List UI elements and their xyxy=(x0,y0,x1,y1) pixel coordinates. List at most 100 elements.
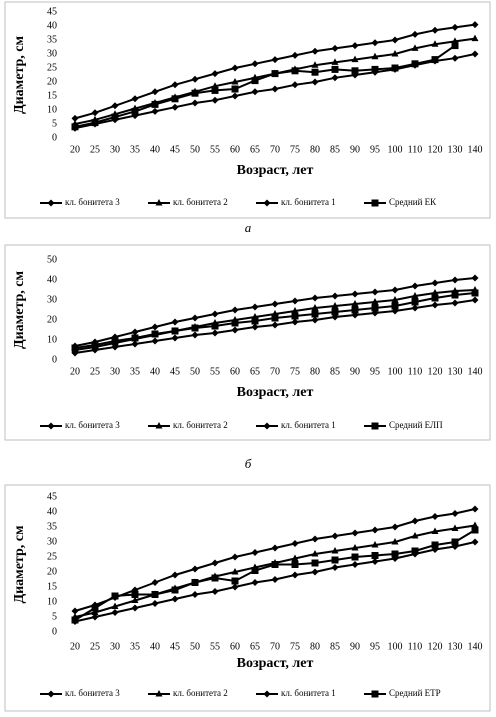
data-point xyxy=(431,40,439,47)
data-point xyxy=(71,344,79,352)
y-tick-label: 30 xyxy=(47,536,57,547)
data-point xyxy=(451,291,459,299)
data-point xyxy=(451,276,459,284)
legend-marker xyxy=(371,690,379,698)
data-point xyxy=(391,286,399,294)
legend-label: Средний ЕЛП xyxy=(389,420,443,430)
y-tick-label: 5 xyxy=(52,118,57,129)
data-point xyxy=(151,100,159,108)
data-point xyxy=(131,107,139,115)
data-point xyxy=(451,538,459,546)
x-tick-label: 25 xyxy=(90,144,100,155)
data-point xyxy=(331,58,339,65)
data-point xyxy=(171,318,179,326)
x-tick-label: 75 xyxy=(290,641,300,652)
data-point xyxy=(431,541,439,549)
data-point xyxy=(231,326,239,334)
legend-label: кл. бонитета 2 xyxy=(173,688,228,698)
x-tick-label: 45 xyxy=(170,366,180,377)
x-tick-label: 70 xyxy=(270,641,280,652)
legend-label: Средний ЕК xyxy=(389,197,437,207)
data-point xyxy=(131,328,139,336)
x-tick-label: 75 xyxy=(290,366,300,377)
data-point xyxy=(431,513,439,520)
x-tick-label: 95 xyxy=(370,641,380,652)
data-point xyxy=(311,294,319,302)
data-point xyxy=(291,307,299,314)
x-tick-label: 40 xyxy=(150,641,160,652)
x-tick-label: 140 xyxy=(468,641,483,652)
data-point xyxy=(251,549,259,556)
data-point xyxy=(251,303,259,311)
data-point xyxy=(251,317,259,325)
data-point xyxy=(391,50,399,57)
x-tick-label: 40 xyxy=(150,366,160,377)
legend-label: кл. бонитета 1 xyxy=(281,197,336,207)
data-point xyxy=(151,88,159,96)
y-axis-title: Диаметр, см xyxy=(12,271,27,349)
data-point xyxy=(311,310,319,318)
y-tick-label: 15 xyxy=(47,90,57,101)
data-point xyxy=(171,571,179,579)
legend-marker xyxy=(263,422,271,430)
data-point xyxy=(291,51,299,59)
data-point xyxy=(191,99,199,107)
data-point xyxy=(411,30,419,38)
x-tick-label: 85 xyxy=(330,366,340,377)
data-point xyxy=(151,600,159,607)
y-axis-title: Диаметр, см xyxy=(12,36,27,114)
data-point xyxy=(411,304,419,312)
x-tick-label: 65 xyxy=(250,641,260,652)
y-tick-label: 0 xyxy=(52,132,57,143)
data-point xyxy=(331,532,339,540)
data-point xyxy=(231,553,239,561)
data-point xyxy=(291,67,299,75)
y-tick-label: 40 xyxy=(47,274,57,285)
x-tick-label: 95 xyxy=(370,144,380,155)
data-point xyxy=(71,607,79,615)
x-tick-label: 80 xyxy=(310,366,320,377)
data-point xyxy=(171,95,179,103)
data-point xyxy=(371,541,379,548)
data-point xyxy=(171,103,179,111)
data-point xyxy=(91,341,99,349)
data-point xyxy=(251,88,259,96)
legend-label: кл. бонитета 3 xyxy=(65,420,120,430)
y-tick-label: 10 xyxy=(47,104,57,115)
data-point xyxy=(271,314,279,322)
data-point xyxy=(351,529,359,537)
data-point xyxy=(311,304,319,311)
x-tick-label: 95 xyxy=(370,366,380,377)
data-point xyxy=(351,42,359,50)
data-point xyxy=(171,595,179,603)
data-point xyxy=(411,44,419,51)
data-point xyxy=(171,81,179,89)
data-point xyxy=(191,75,199,83)
legend-marker xyxy=(155,199,163,206)
data-point xyxy=(471,274,479,282)
data-point xyxy=(411,292,419,299)
data-point xyxy=(451,524,459,531)
data-point xyxy=(151,591,159,598)
data-point xyxy=(311,568,319,576)
x-tick-label: 90 xyxy=(350,641,360,652)
legend-marker xyxy=(155,422,163,429)
data-point xyxy=(271,576,279,583)
data-point xyxy=(91,613,99,621)
data-point xyxy=(331,556,339,564)
data-point xyxy=(451,42,459,50)
x-tick-label: 20 xyxy=(70,641,80,652)
data-point xyxy=(451,510,459,517)
data-point xyxy=(271,300,279,308)
data-point xyxy=(391,64,399,72)
data-point xyxy=(331,74,339,82)
x-tick-label: 55 xyxy=(210,144,220,155)
x-tick-label: 50 xyxy=(190,144,200,155)
data-point xyxy=(331,547,339,554)
x-axis-title: Возраст, лет xyxy=(237,656,314,671)
y-tick-label: 50 xyxy=(47,254,57,265)
x-tick-label: 45 xyxy=(170,641,180,652)
data-point xyxy=(371,304,379,312)
data-point xyxy=(151,579,159,586)
